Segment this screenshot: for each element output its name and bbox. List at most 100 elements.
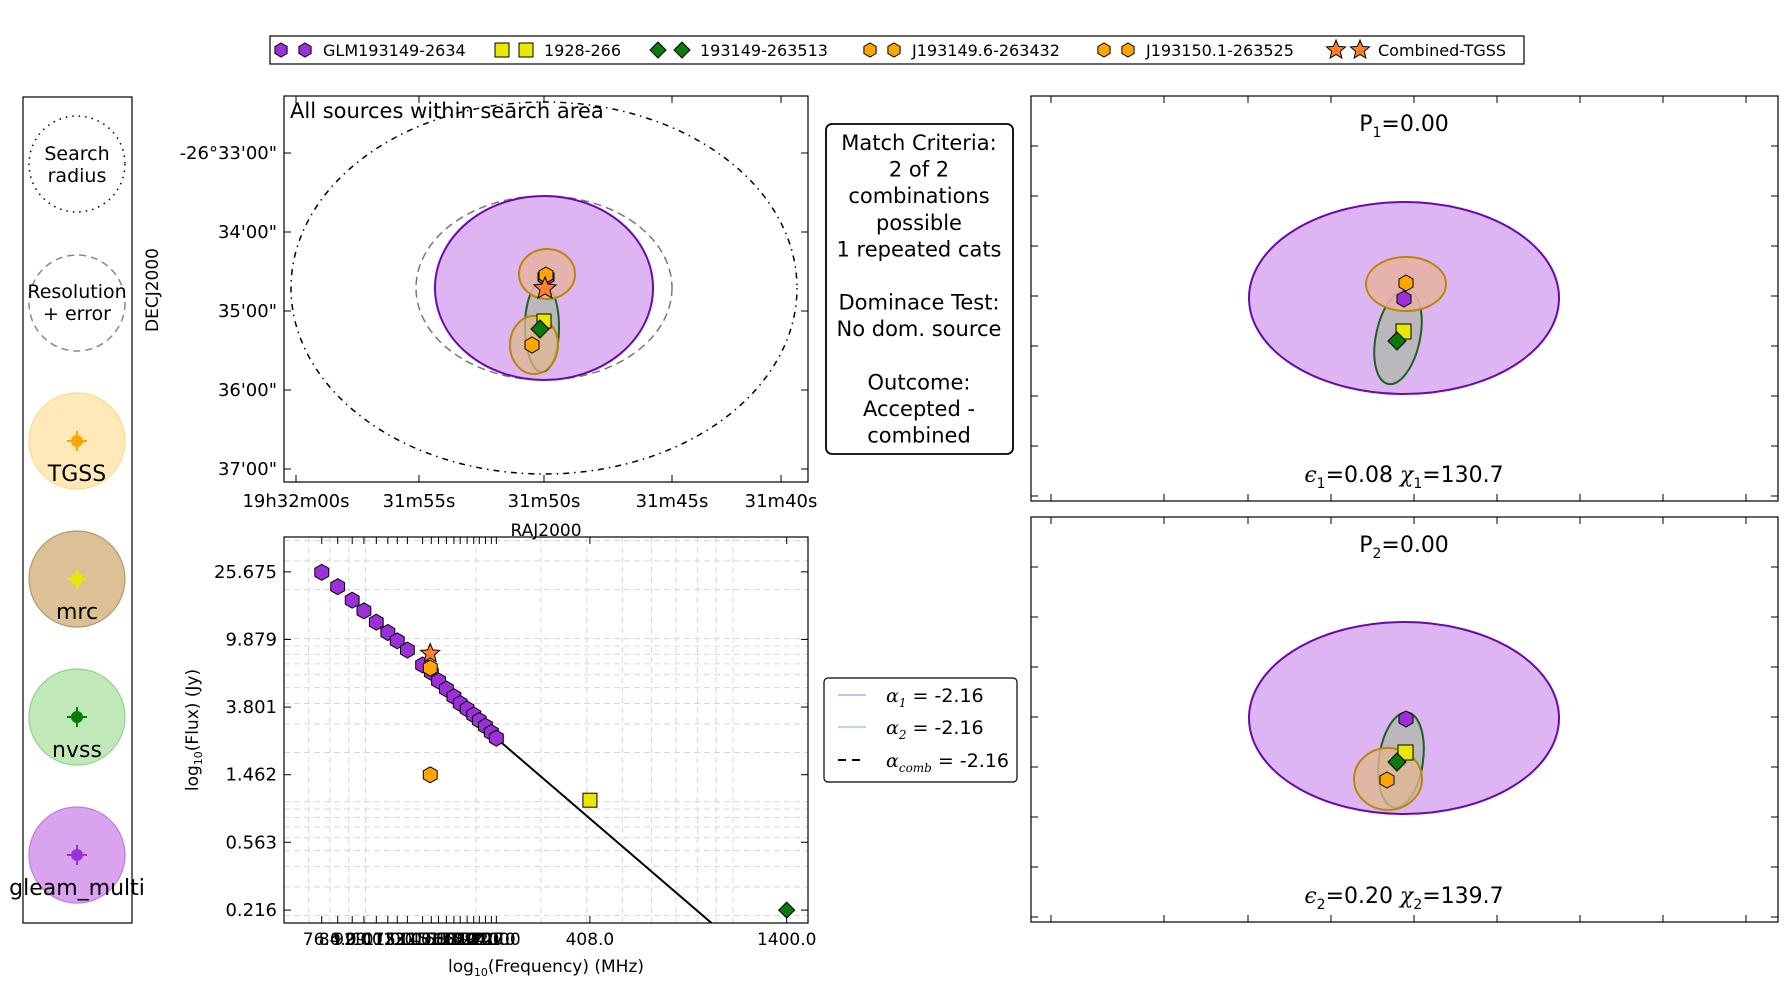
spectrum-xlabel: log10(Frequency) (MHz) [448, 957, 644, 979]
legend-marker-0a [274, 42, 288, 58]
spectrum-ytick-label: 3.801 [225, 697, 277, 718]
combination-panel-2: P2=0.00 ϵ2=0.20 χ2=139.7 [1030, 516, 1779, 923]
spectrum-ytick-label: 1.462 [225, 765, 277, 786]
catalogue-label-gleam_multi: gleam_multi [9, 876, 145, 901]
spectrum-xtick-label: 143.0 [398, 930, 447, 950]
spectrum-point-0-1 [330, 578, 346, 596]
legend-marker-1a [494, 42, 510, 58]
catalogue-marker-gleam_multi [71, 849, 83, 861]
sky-ytick-label: 35'00" [218, 301, 277, 322]
search-radius-label-line1: Search [44, 143, 109, 165]
legend-marker-5b [1349, 38, 1371, 60]
sky-ytick-label: 37'00" [218, 459, 277, 480]
legend-marker-2b [673, 41, 691, 59]
sky-xtick-label: 31m40s [745, 491, 818, 512]
sky-ytick-label: -26°33'00" [180, 143, 277, 164]
match-criteria-line: Accepted - [863, 397, 975, 421]
spectrum-xtick-label: 151.0 [407, 930, 456, 950]
resolution-label-line1: Resolution [27, 281, 126, 303]
left-key: Search radius Resolution + error TGSS mrc… [9, 96, 145, 924]
spectrum-ytick-label: 0.216 [225, 900, 277, 921]
match-criteria-line: possible [876, 211, 962, 235]
panel1-glm-marker [1396, 290, 1412, 308]
spectrum-xtick-label: 1400.0 [757, 930, 816, 950]
spectrum-xtick-label: 130.0 [383, 930, 432, 950]
sky-plot-xlabel: RAJ2000 [510, 521, 581, 541]
top-legend: GLM193149-2634 1928-266 193149-263513 J1931… [269, 35, 1525, 65]
catalogue-marker-TGSS [71, 435, 83, 447]
panel2-probability: P2=0.00 [1359, 533, 1449, 562]
spectrum-xtick-label: 189.0 [443, 930, 492, 950]
match-criteria-line: combinations [848, 184, 989, 208]
spectrum-xtick-label: 197.0 [449, 930, 498, 950]
nvss-marker [530, 319, 550, 339]
panel1-probability: P1=0.00 [1359, 112, 1449, 141]
match-criteria-line: 2 of 2 [889, 158, 949, 182]
resolution-error-icon [28, 254, 126, 352]
sky-ytick-label: 36'00" [218, 380, 277, 401]
spectrum-point-0-7 [400, 641, 415, 659]
spectrum-xtick-label: 107.0 [352, 930, 401, 950]
legend-label-3: J193149.6-263432 [911, 41, 1060, 60]
panel1-tgss-marker [1398, 274, 1414, 292]
legend-marker-3b [887, 42, 901, 58]
sky-xtick-label: 19h32m00s [242, 491, 349, 512]
spectrum-xtick-label: 212.0 [461, 930, 510, 950]
spectrum-xtick-label: 166.0 [422, 930, 471, 950]
spectrum-xtick-label: 174.0 [430, 930, 479, 950]
spectrum-xtick-label: 92.0 [333, 930, 371, 950]
search-radius-icon [28, 115, 126, 213]
alpha2-label: α2 = -2.16 [886, 717, 984, 742]
panel2-tgss-marker [1379, 771, 1395, 789]
spectrum-point-0-0 [314, 563, 330, 581]
panel1-stats: ϵ1=0.08 χ1=130.7 [1304, 463, 1503, 492]
spectrum-xtick-label: 115.0 [363, 930, 412, 950]
match-criteria-line: No dom. source [837, 317, 1002, 341]
match-criteria-line: Match Criteria: [841, 131, 996, 155]
legend-marker-5a [1325, 38, 1347, 60]
sky-plot-ylabel: DECJ2000 [143, 248, 163, 332]
catalogue-label-mrc: mrc [56, 600, 98, 625]
match-criteria-line: combined [867, 424, 971, 448]
spectrum-point-3-0 [422, 766, 438, 784]
legend-marker-1b [518, 42, 534, 58]
spectrum-xtick-label: 227.0 [472, 930, 521, 950]
sky-plot-contents [290, 101, 798, 475]
legend-label-4: J193150.1-263525 [1145, 41, 1294, 60]
tgss-marker-2 [524, 336, 540, 354]
combined-marker [532, 275, 558, 300]
match-criteria-line: 1 repeated cats [837, 237, 1002, 261]
spectrum-point-0-2 [344, 591, 360, 609]
spectrum-xtick-label: 99.0 [345, 930, 383, 950]
spectrum-plot: 76.084.092.099.0107.0115.0122.0130.0143.… [183, 536, 816, 979]
legend-marker-2a [649, 41, 667, 59]
resolution-label-line2: + error [43, 303, 111, 325]
spectrum-point-0-4 [368, 613, 384, 631]
spectrum-xtick-label: 408.0 [566, 930, 615, 950]
legend-marker-4b [1121, 42, 1135, 58]
spectrum-xtick-label: 158.0 [414, 930, 463, 950]
panel2-stats: ϵ2=0.20 χ2=139.7 [1304, 884, 1503, 913]
legend-label-5: Combined-TGSS [1378, 41, 1506, 60]
catalogue-marker-mrc [71, 573, 83, 585]
match-criteria-line: Outcome: [868, 370, 971, 394]
catalogue-marker-nvss [71, 711, 83, 723]
legend-label-2: 193149-263513 [700, 41, 828, 60]
catalogue-label-nvss: nvss [52, 738, 102, 763]
sky-xtick-label: 31m50s [508, 491, 581, 512]
legend-label-0: GLM193149-2634 [323, 41, 466, 60]
spectrum-ytick-label: 0.563 [225, 832, 277, 853]
alpha1-label: α1 = -2.16 [886, 685, 984, 710]
spectrum-fit-line [490, 733, 714, 923]
panel2-mrc-marker [1397, 744, 1414, 761]
alpha-comb-label: αcomb = -2.16 [886, 750, 1009, 775]
left-key-frame [22, 96, 133, 924]
spectrum-ylabel: log10(Flux) (Jy) [183, 669, 205, 791]
spectrum-xtick-label: 220.0 [467, 930, 516, 950]
spectrum-xtick-label: 122.0 [373, 930, 422, 950]
spectrum-point-1-0 [582, 792, 598, 808]
spectrum-ytick-label: 25.675 [214, 562, 277, 583]
sky-xtick-label: 31m55s [383, 491, 456, 512]
panel2-glm-marker [1398, 710, 1414, 728]
